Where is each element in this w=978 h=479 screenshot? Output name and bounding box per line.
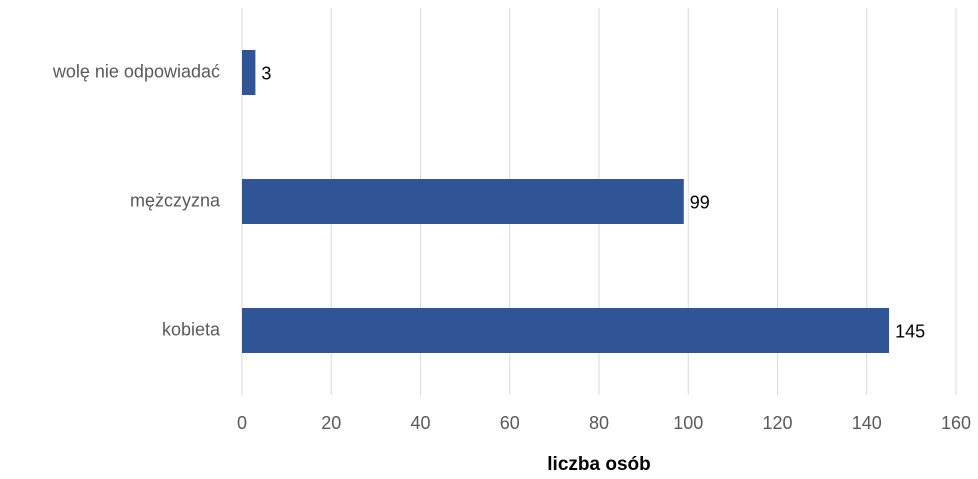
y-tick-label: mężczyzna <box>130 190 221 210</box>
x-tick-label: 20 <box>321 413 341 433</box>
x-tick-label: 40 <box>410 413 430 433</box>
bar <box>242 50 256 95</box>
x-tick-label: 100 <box>673 413 703 433</box>
x-tick-label: 140 <box>852 413 882 433</box>
data-label: 99 <box>690 192 710 212</box>
x-tick-label: 0 <box>237 413 247 433</box>
data-label: 3 <box>261 63 271 83</box>
y-tick-label: kobieta <box>162 319 221 339</box>
x-tick-label: 60 <box>500 413 520 433</box>
x-axis-label: liczba osób <box>547 454 650 475</box>
data-label: 145 <box>895 321 925 341</box>
y-tick-label: wolę nie odpowiadać <box>52 61 220 81</box>
bar <box>242 308 890 353</box>
x-tick-label: 120 <box>762 413 792 433</box>
x-tick-label: 160 <box>941 413 971 433</box>
bar <box>242 179 684 224</box>
x-tick-label: 80 <box>589 413 609 433</box>
